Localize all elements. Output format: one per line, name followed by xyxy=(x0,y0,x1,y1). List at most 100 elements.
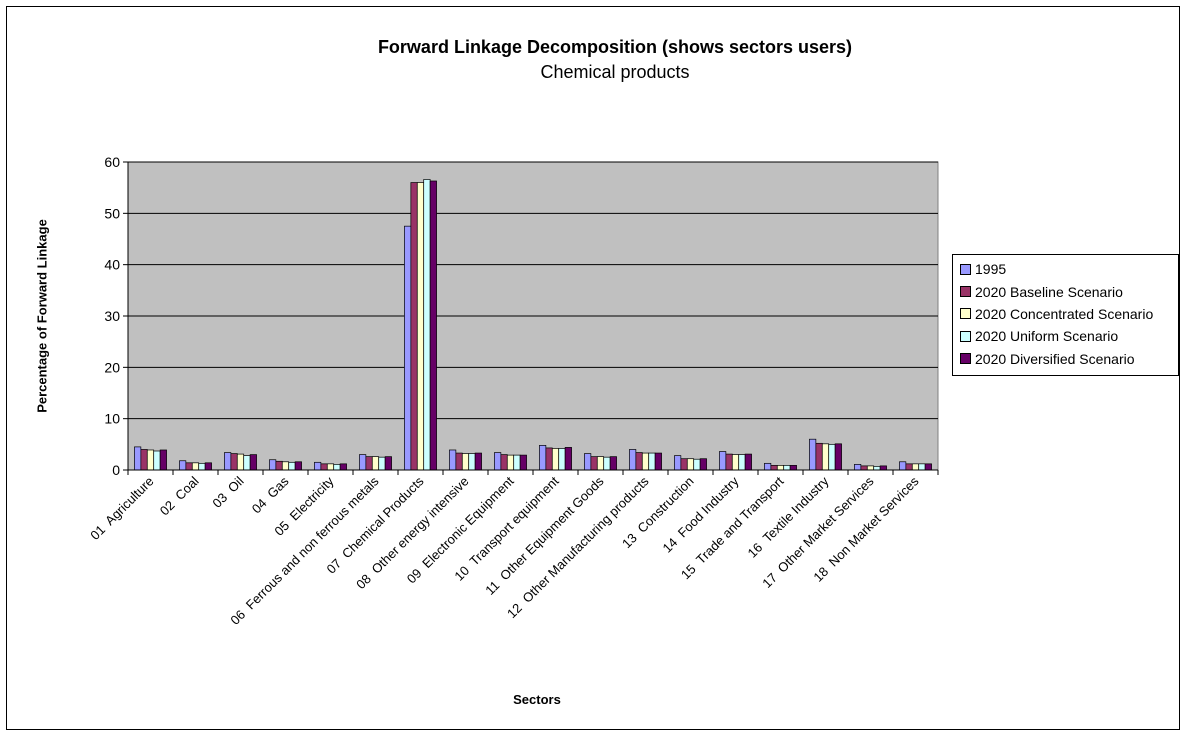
bar xyxy=(404,225,412,471)
bar xyxy=(449,449,457,471)
bar xyxy=(506,454,515,471)
legend-label: 2020 Baseline Scenario xyxy=(975,283,1123,300)
bar xyxy=(551,448,560,471)
bar xyxy=(339,463,347,471)
bar xyxy=(269,459,277,471)
bar xyxy=(789,465,797,471)
bar xyxy=(153,450,161,471)
bar xyxy=(326,463,335,471)
bar xyxy=(725,453,733,471)
legend-item: 2020 Concentrated Scenario xyxy=(960,303,1178,325)
legend: 1995 2020 Baseline Scenario 2020 Concentra… xyxy=(952,254,1179,376)
bar xyxy=(416,182,425,471)
x-tick-label: 04 Gas xyxy=(249,473,292,516)
bar xyxy=(134,446,142,471)
bar xyxy=(243,455,251,471)
bar xyxy=(179,460,187,471)
bar xyxy=(185,462,193,471)
bar xyxy=(468,453,476,471)
bar xyxy=(686,458,695,471)
bar xyxy=(365,456,373,471)
bar xyxy=(519,454,527,471)
bar xyxy=(693,458,701,471)
bar xyxy=(911,463,920,471)
bar xyxy=(654,452,662,471)
x-tick-label: 02 Coal xyxy=(157,473,202,518)
bar xyxy=(596,456,605,471)
bar xyxy=(648,452,656,471)
bar xyxy=(674,455,682,471)
bar xyxy=(236,453,245,471)
bar xyxy=(641,452,650,471)
bar xyxy=(629,449,637,471)
bar xyxy=(294,461,302,471)
bar xyxy=(783,465,791,471)
legend-swatch xyxy=(960,308,971,320)
bar xyxy=(860,465,868,471)
legend-label: 2020 Concentrated Scenario xyxy=(975,305,1154,322)
bar xyxy=(230,453,238,471)
bar xyxy=(410,182,418,471)
bar xyxy=(738,454,746,471)
bar xyxy=(146,449,155,471)
y-tick-label: 0 xyxy=(112,462,120,478)
bar xyxy=(815,442,823,471)
x-tick-label: 16 Textile Industry xyxy=(745,473,832,560)
x-axis-label: Sectors xyxy=(513,692,561,707)
bar xyxy=(539,445,547,471)
bar xyxy=(635,452,643,471)
bar xyxy=(191,462,200,471)
bar xyxy=(198,462,206,471)
y-tick-label: 50 xyxy=(104,205,120,221)
bar xyxy=(513,454,521,471)
bar xyxy=(140,449,148,471)
y-tick-label: 40 xyxy=(104,257,120,273)
bar xyxy=(821,443,830,471)
bar xyxy=(249,454,257,471)
bar xyxy=(584,453,592,471)
y-tick-label: 30 xyxy=(104,308,120,324)
bar xyxy=(764,462,772,471)
x-tick-label: 01 Agriculture xyxy=(87,474,156,543)
bar xyxy=(461,453,470,471)
bar xyxy=(918,463,926,471)
bar xyxy=(699,458,707,471)
bar xyxy=(731,454,740,471)
chart-subtitle: Chemical products xyxy=(540,62,690,82)
bar xyxy=(378,456,386,471)
bar xyxy=(455,452,463,471)
legend-label: 2020 Diversified Scenario xyxy=(975,350,1135,367)
bar xyxy=(474,452,482,471)
bar xyxy=(873,466,881,471)
legend-item: 2020 Baseline Scenario xyxy=(960,280,1178,302)
bar xyxy=(159,449,167,471)
bar xyxy=(744,453,752,471)
bar xyxy=(609,456,617,471)
chart-title: Forward Linkage Decomposition (shows sec… xyxy=(377,37,853,57)
bar xyxy=(854,464,862,471)
legend-label: 2020 Uniform Scenario xyxy=(975,328,1119,345)
bar xyxy=(423,179,431,471)
bar xyxy=(809,438,817,471)
bar xyxy=(834,443,842,471)
bar xyxy=(429,180,437,471)
bar xyxy=(603,456,611,471)
bar xyxy=(281,461,290,471)
bar xyxy=(494,452,502,471)
y-tick-label: 10 xyxy=(104,411,120,427)
legend-swatch xyxy=(960,330,971,342)
bar xyxy=(680,458,688,471)
bar xyxy=(899,461,907,471)
bar xyxy=(558,448,566,471)
y-tick-label: 60 xyxy=(104,154,120,170)
bar xyxy=(224,452,232,471)
legend-item: 2020 Uniform Scenario xyxy=(960,325,1178,347)
bar xyxy=(590,456,598,471)
legend-label: 1995 xyxy=(975,261,1007,278)
bar xyxy=(879,465,887,471)
legend-item: 2020 Diversified Scenario xyxy=(960,348,1178,370)
bar xyxy=(275,460,283,471)
bar xyxy=(770,465,778,471)
bar xyxy=(905,463,913,471)
